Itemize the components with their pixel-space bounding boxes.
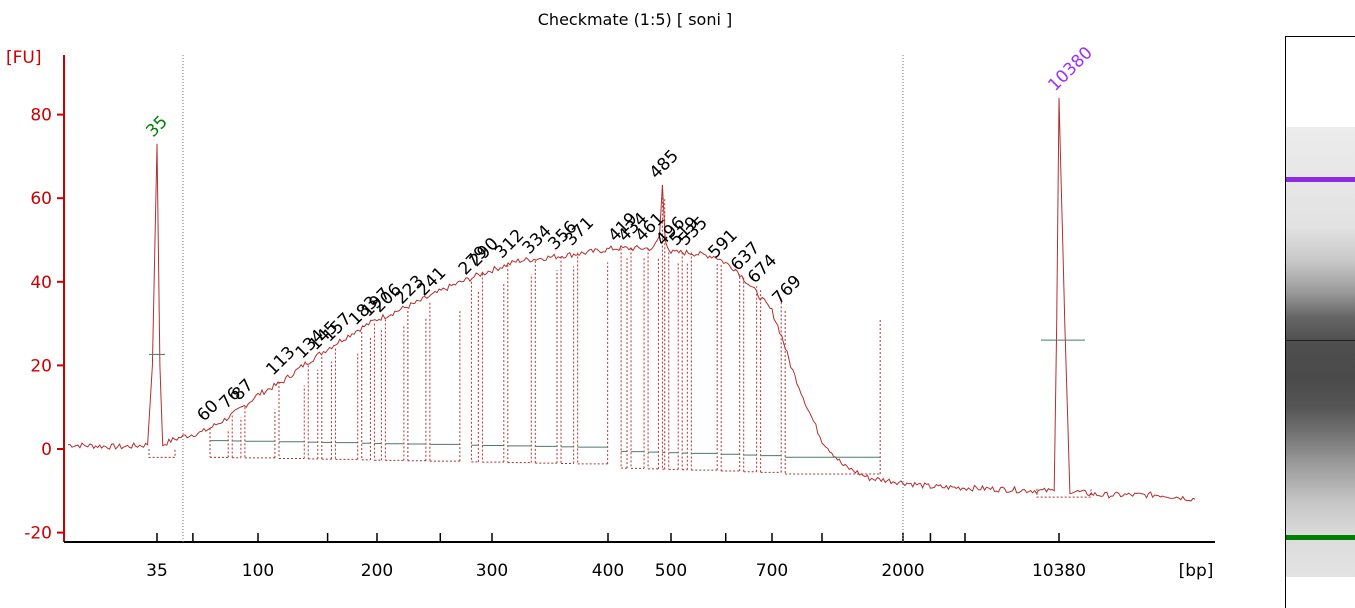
y-axis-label: [FU] (6, 48, 42, 68)
peak-label: 769 (769, 272, 806, 309)
x-tick-label: 200 (361, 561, 393, 581)
x-tick-label: 400 (592, 561, 624, 581)
electropherogram-chart: -20 0 20 40 60 80 [FU] 35 100 200 300 400 500 700 2000… (6, 43, 1215, 581)
x-tick-label: 100 (242, 561, 274, 581)
x-tick-label: 500 (655, 561, 687, 581)
gel-center-line (1286, 340, 1355, 341)
y-tick-label: 40 (30, 273, 52, 293)
gel-image (1285, 36, 1355, 608)
x-axis-label: [bp] (1179, 561, 1214, 581)
lower-marker-band (1286, 535, 1355, 540)
lower-marker-label: 35 (142, 112, 171, 141)
upper-marker-label: 10380 (1044, 43, 1096, 95)
gel-lane (1286, 127, 1355, 577)
marker-peak-region (1036, 488, 1092, 498)
x-tick-label: 35 (146, 561, 168, 581)
y-tick-label: -20 (24, 524, 52, 544)
x-tick-label: 2000 (881, 561, 924, 581)
peak-label: 485 (646, 146, 683, 183)
x-tick-label: 10380 (1032, 561, 1086, 581)
y-tick-label: 20 (30, 356, 52, 376)
y-tick-label: 80 (30, 106, 52, 126)
x-tick-label: 300 (476, 561, 508, 581)
y-tick-label: 60 (30, 189, 52, 209)
marker-peak-region (148, 449, 176, 458)
upper-marker-band (1286, 177, 1355, 182)
chart-title: Checkmate (1:5) [ soni ] (537, 10, 733, 29)
y-tick-label: 0 (41, 440, 52, 460)
electropherogram-trace (67, 97, 1196, 502)
x-tick-label: 700 (756, 561, 788, 581)
